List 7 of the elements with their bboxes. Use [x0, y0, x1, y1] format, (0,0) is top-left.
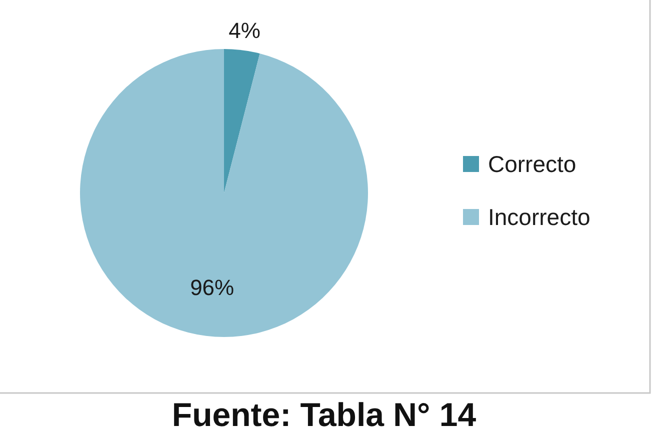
pie-slice [224, 49, 260, 193]
legend-label: Incorrecto [488, 204, 590, 230]
source-note: Fuente: Tabla N° 14 [172, 396, 477, 432]
pie-slice [80, 49, 368, 337]
legend-label: Correcto [488, 151, 576, 177]
data-label: 4% [228, 18, 260, 43]
data-label: 96% [190, 274, 234, 300]
